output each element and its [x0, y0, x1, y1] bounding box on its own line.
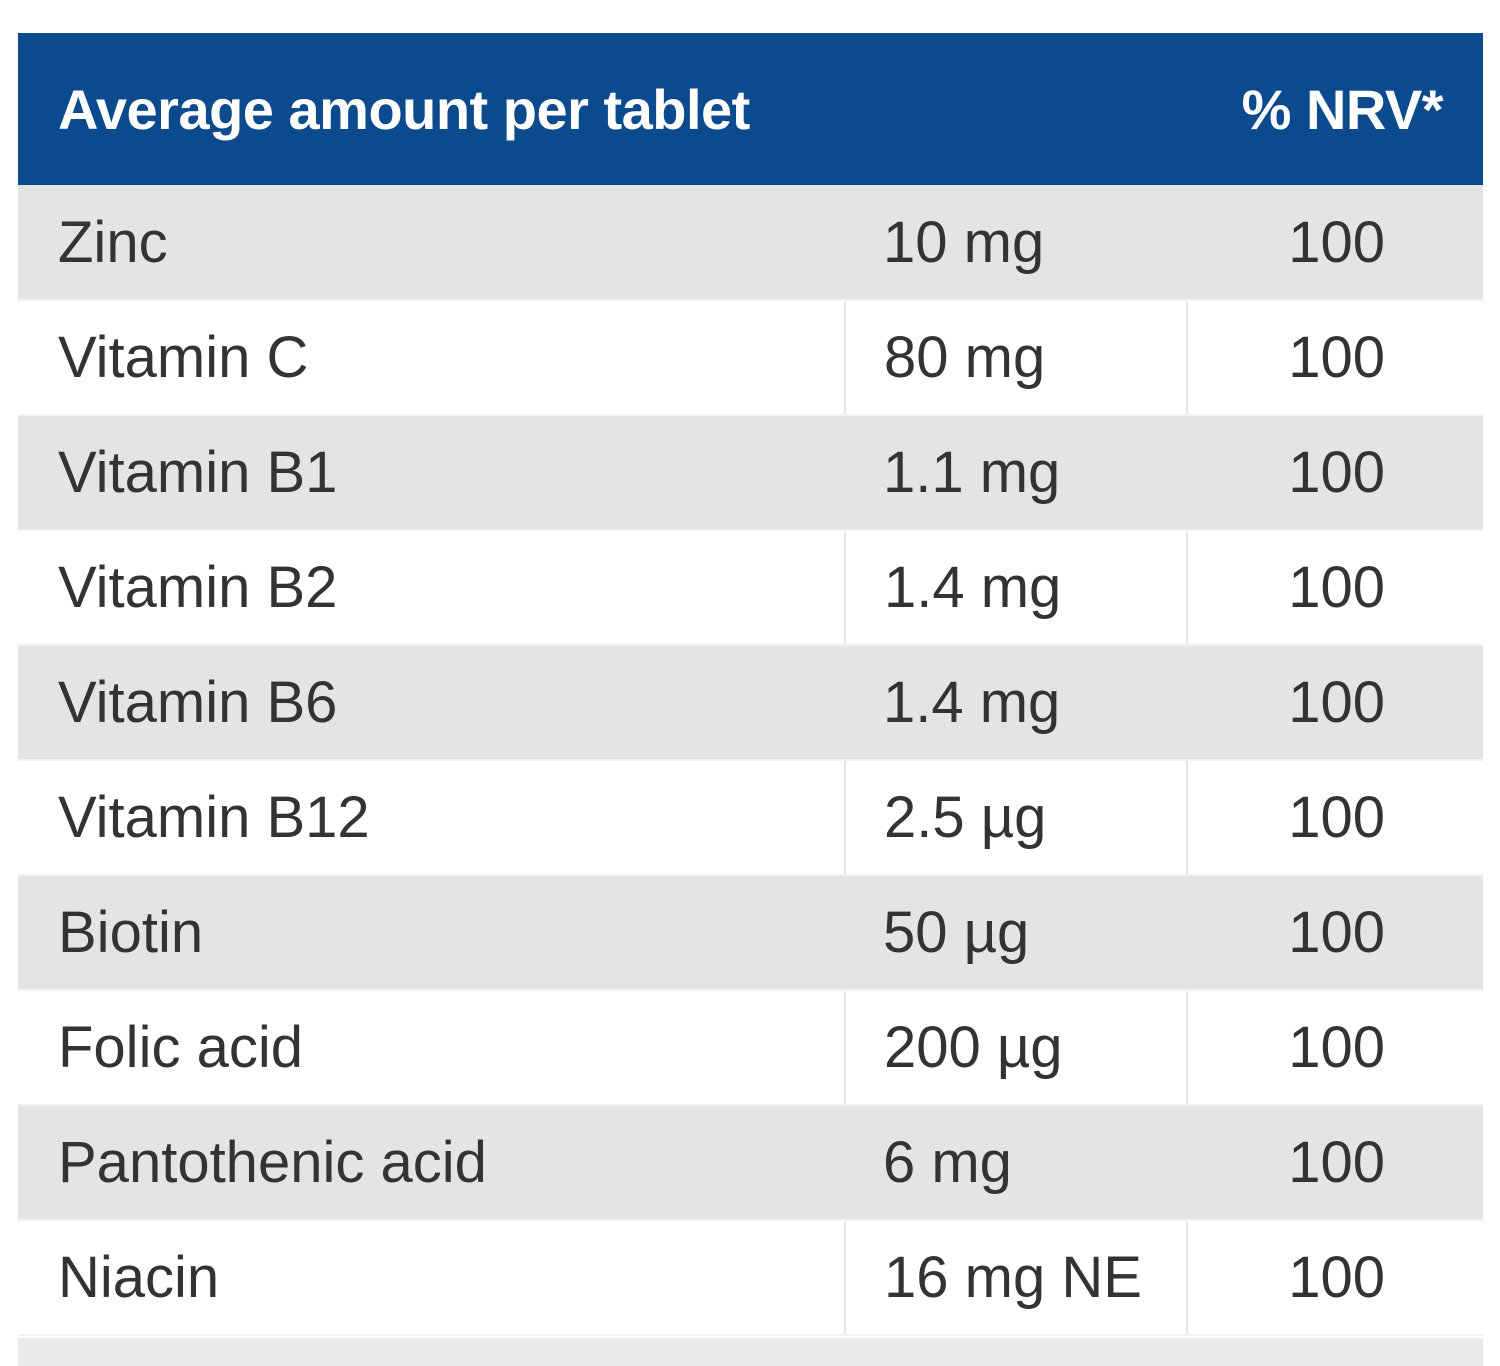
table-row: Vitamin B12 2.5 µg 100 [18, 760, 1483, 876]
nutrient-name: Folic acid [18, 990, 845, 1106]
nutrient-name: Vitamin B1 [18, 415, 845, 531]
nutrient-name: Pantothenic acid [18, 1105, 845, 1221]
table-footer-strip [18, 1338, 1483, 1366]
table-row: Vitamin C 80 mg 100 [18, 300, 1483, 416]
nutrition-table-container: Average amount per tablet % NRV* Zinc 10… [18, 33, 1483, 1336]
nutrient-name: Biotin [18, 875, 845, 991]
nutrient-name: Niacin [18, 1220, 845, 1336]
nutrient-amount: 1.4 mg [845, 645, 1187, 761]
nutrient-name: Zinc [18, 185, 845, 301]
table-row: Vitamin B1 1.1 mg 100 [18, 415, 1483, 531]
table-row: Biotin 50 µg 100 [18, 875, 1483, 991]
header-row: Average amount per tablet % NRV* [18, 33, 1483, 185]
nutrient-amount: 6 mg [845, 1105, 1187, 1221]
header-amount [845, 33, 1187, 185]
nutrient-amount: 10 mg [845, 185, 1187, 301]
nutrient-nrv: 100 [1186, 300, 1483, 416]
nutrient-amount: 50 µg [845, 875, 1187, 991]
table-row: Zinc 10 mg 100 [18, 185, 1483, 301]
header-nrv: % NRV* [1241, 77, 1444, 141]
table-row: Vitamin B6 1.4 mg 100 [18, 645, 1483, 761]
nutrient-name: Vitamin B12 [18, 760, 845, 876]
nutrient-nrv: 100 [1186, 1220, 1483, 1336]
nutrient-name: Vitamin B2 [18, 530, 845, 646]
nutrient-amount: 2.5 µg [844, 760, 1187, 876]
table-body: Zinc 10 mg 100 Vitamin C 80 mg 100 Vitam… [18, 185, 1483, 1336]
nutrition-table: Average amount per tablet % NRV* Zinc 10… [18, 33, 1483, 1336]
nutrient-name: Vitamin C [18, 300, 845, 416]
nutrient-nrv: 100 [1186, 990, 1483, 1106]
nutrient-amount: 1.4 mg [844, 530, 1187, 646]
nutrient-name: Vitamin B6 [18, 645, 845, 761]
nutrient-nrv: 100 [1187, 645, 1483, 761]
table-row: Niacin 16 mg NE 100 [18, 1220, 1483, 1336]
table-row: Folic acid 200 µg 100 [18, 990, 1483, 1106]
nutrient-nrv: 100 [1187, 875, 1483, 991]
header-nutrient: Average amount per tablet [58, 77, 750, 141]
table-header: Average amount per tablet % NRV* [18, 33, 1483, 185]
nutrient-nrv: 100 [1187, 185, 1483, 301]
table-row: Pantothenic acid 6 mg 100 [18, 1105, 1483, 1221]
nutrient-amount: 200 µg [844, 990, 1187, 1106]
nutrient-amount: 80 mg [844, 300, 1187, 416]
nutrient-nrv: 100 [1186, 530, 1483, 646]
nutrient-amount: 16 mg NE [844, 1220, 1187, 1336]
table-row: Vitamin B2 1.4 mg 100 [18, 530, 1483, 646]
nutrient-amount: 1.1 mg [845, 415, 1187, 531]
nutrient-nrv: 100 [1187, 1105, 1483, 1221]
nutrient-nrv: 100 [1187, 415, 1483, 531]
nutrient-nrv: 100 [1186, 760, 1483, 876]
